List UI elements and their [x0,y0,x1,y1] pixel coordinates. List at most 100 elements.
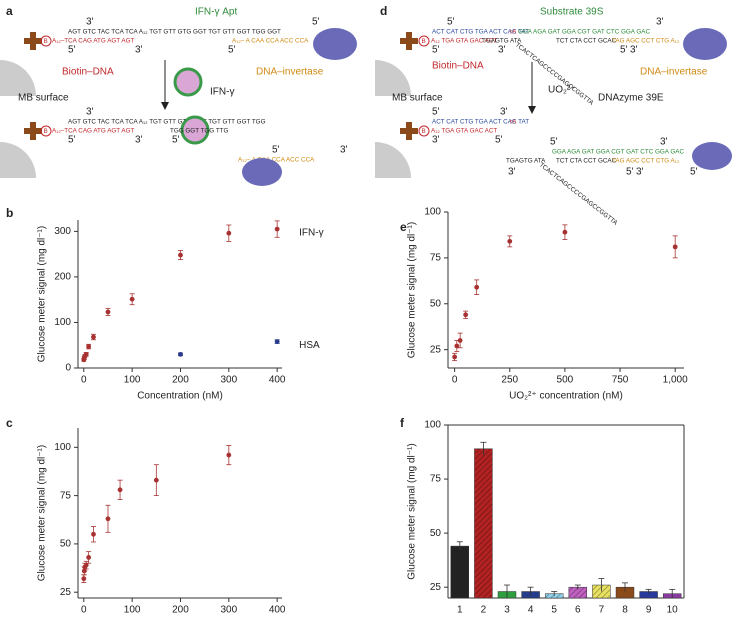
panel-label: c [6,416,13,430]
end-label: 5' [620,45,628,56]
invertase [242,158,282,186]
sequence: A₁₂ TGA GTA GAC ACT [431,128,497,135]
point [178,351,183,357]
point [129,296,135,302]
x-tick-label: 200 [172,375,189,386]
end-label: 3' [340,145,348,156]
x-tick-label: 300 [220,375,237,386]
y-tick-label: 25 [430,344,442,355]
end-label: 5' [68,135,76,146]
sequence: TGAGTG ATA [482,38,522,45]
end-label: 3' [135,135,143,146]
y-tick-label: 25 [60,587,72,598]
label: DNAzyme 39E [598,93,664,104]
end-label: 3' [630,45,638,56]
x-tick-label: 3 [504,605,510,614]
point [91,334,96,340]
y-tick-label: 200 [54,272,71,283]
sequence: GGA AGA GAT GGA CGT GAT CTC GGA GAC [518,29,650,36]
invertase [683,28,727,60]
y-axis-label: Glucose meter signal (mg dl⁻¹) [407,222,418,358]
point [672,244,678,250]
x-tick-label: 5 [551,605,557,614]
y-tick-label: 25 [430,582,442,593]
schematic-d: d Substrate 39S 5' 3' ACT CAT CTG TGA AC… [375,4,732,227]
label: MB surface [392,93,443,104]
x-axis-label: UO₂²⁺ concentration (nM) [509,391,623,402]
end-label: 3' [660,137,668,148]
point [86,555,92,560]
label: IFN-γ [210,87,234,98]
x-tick-label: 6 [575,605,581,614]
point [562,229,568,235]
loop-sequence: TCACTCAGCCCCGAGCCGGTTA [538,161,619,227]
x-tick-label: 1,000 [663,375,688,386]
sequence: TCT CTA CCT GCAC [556,158,617,165]
bead [375,60,411,96]
label: MB surface [18,93,69,104]
label: DNA–invertase [640,67,708,78]
panel-label: a [6,4,13,18]
sequence: GGA AGA GAT GGA CGT GAT CTC GGA GAC [552,149,684,156]
y-tick-label: 100 [54,442,71,453]
end-label: 3' [86,17,94,28]
x-tick-label: 400 [269,605,286,614]
end-label: 5' [272,145,280,156]
end-label: 5' [550,137,558,148]
invertase [313,28,357,60]
panel-label: d [380,4,387,18]
end-label: 5' [432,45,440,56]
sequence: rA [510,29,517,36]
point [83,351,89,357]
y-axis-label: Glucose meter signal (mg dl⁻¹) [37,445,48,581]
x-tick-label: 200 [172,605,189,614]
schematic-a: a IFN-γ Apt 3' 5' AGT GTC TAC TCA TCA A₁… [0,4,357,186]
point [83,562,89,568]
label: Biotin–DNA [432,61,484,72]
y-tick-label: 50 [430,528,442,539]
streptavidin [24,122,42,140]
loop-sequence: TCACTCAGCCCCGAGCCGGTTA [514,41,595,107]
y-axis-label: Glucose meter signal (mg dl⁻¹) [37,226,48,362]
sequence: AGT GTC TAC TCA TCA A₁₂ TGT GTT GTG GGT … [68,119,266,126]
x-tick-label: 300 [220,605,237,614]
streptavidin [400,32,418,50]
sequence: A₁₂–TCA CAG ATG AGT AGT [52,128,135,135]
streptavidin [400,122,418,140]
point [274,339,280,344]
biotin-symbol: B [44,38,48,45]
x-tick-label: 0 [81,605,87,614]
sequence: A₁₂– A CAA CCA ACC CCA [238,157,315,164]
bead [375,142,411,178]
sequence: TAG AGC CCT CTG A₁₂ [612,38,680,45]
biotin-symbol: B [422,128,426,135]
x-tick-label: 10 [667,605,679,614]
invertase [692,142,732,170]
point [454,343,460,349]
x-tick-label: 750 [612,375,629,386]
y-tick-label: 100 [424,207,441,218]
end-label: 3' [656,17,664,28]
bead [0,60,36,96]
y-tick-label: 75 [430,253,442,264]
biotin-symbol: B [44,128,48,135]
y-tick-label: 100 [424,420,441,431]
end-label: 3' [498,45,506,56]
end-label: 3' [636,167,644,178]
point [105,309,111,315]
x-tick-label: 100 [124,375,141,386]
sequence: AGT GTC TAC TCA TCA A₁₂ TGT GTT GTG GGT … [68,29,281,36]
sequence: A₁₂– A CAA CCA ACC CCA [232,38,309,45]
arrowhead [161,102,169,110]
point [474,284,480,290]
biotin [40,35,52,47]
end-label: 5' [626,167,634,178]
sequence: TAG AGC CCT CTG A₁₂ [612,158,680,165]
y-tick-label: 50 [430,298,442,309]
bead [0,142,36,178]
y-tick-label: 50 [60,539,72,550]
x-tick-label: 500 [557,375,574,386]
series-label: IFN-γ [299,228,323,239]
biotin [418,125,430,137]
